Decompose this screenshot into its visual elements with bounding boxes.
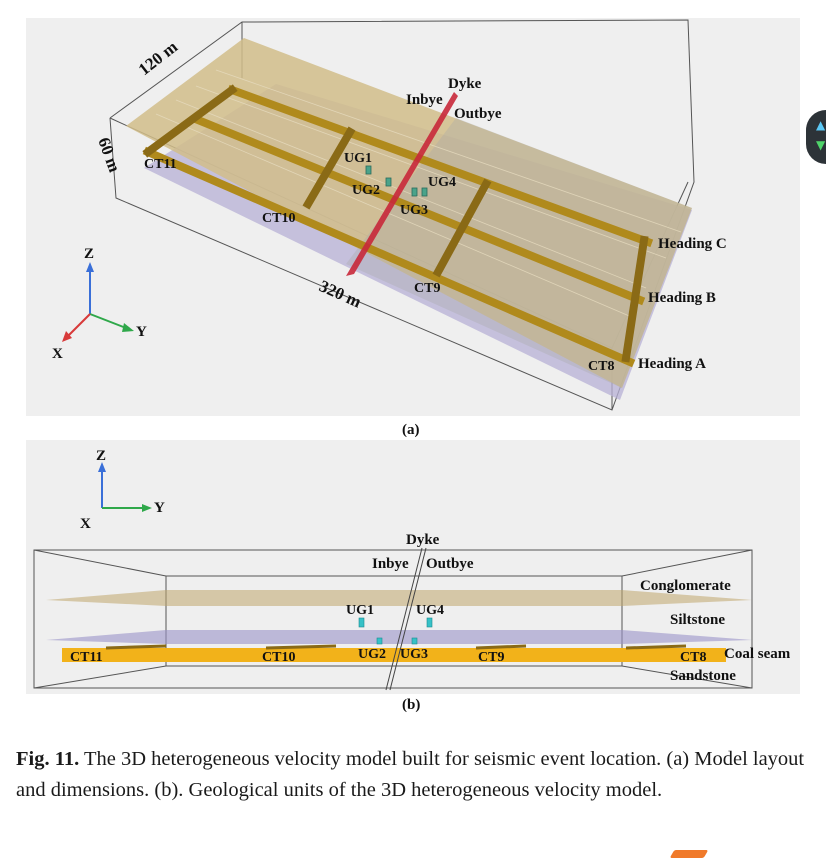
ct11-label-b: CT11 <box>70 650 103 665</box>
heading-a-label: Heading A <box>638 356 706 372</box>
ug1-label-b: UG1 <box>346 603 374 618</box>
axes-triad-a: Z Y X <box>52 246 147 362</box>
dim-width-label: 120 m <box>135 37 181 79</box>
dyke-label-b: Dyke <box>406 532 440 548</box>
sensor-ug2-b <box>376 637 383 645</box>
axes-triad-b: Z Y X <box>80 448 165 532</box>
sensor-ug1 <box>365 165 372 175</box>
ct10-label: CT10 <box>262 211 295 226</box>
ct9-label: CT9 <box>414 281 440 296</box>
scroll-down-icon[interactable]: ▼ <box>816 138 826 152</box>
figure-b-svg: Z Y X <box>33 448 791 691</box>
ct8-label: CT8 <box>588 359 614 374</box>
dyke-label: Dyke <box>448 76 482 92</box>
model-box-b <box>33 549 753 689</box>
figure-b-label: (b) <box>402 697 421 713</box>
heading-b-label: Heading B <box>648 290 716 306</box>
axis-x-label-b: X <box>80 516 91 532</box>
figure-number: Fig. 11. <box>16 748 80 770</box>
heading-c-label: Heading C <box>658 236 727 252</box>
ct8-label-b: CT8 <box>680 650 706 665</box>
heading-b-roadway <box>192 114 646 306</box>
dyke-plane <box>346 92 458 276</box>
sensor-ug3-b <box>411 637 418 645</box>
siltstone-label: Siltstone <box>670 612 725 628</box>
heading-c-roadway <box>226 84 654 248</box>
sensor-ug3 <box>411 187 418 197</box>
ct10-roadway <box>302 126 356 210</box>
roadway-headings <box>142 84 654 368</box>
sensor-ug2 <box>385 177 392 187</box>
inbye-label: Inbye <box>406 92 443 108</box>
ct8-roadway <box>621 235 649 363</box>
dim-height-label: 60 m <box>94 135 124 175</box>
inbye-label-b: Inbye <box>372 556 409 572</box>
dim-length-label: 320 m <box>316 276 364 311</box>
ug2-label-b: UG2 <box>358 647 386 662</box>
conglomerate-label: Conglomerate <box>640 578 731 594</box>
scroll-widget[interactable]: ▲ ▼ <box>806 110 826 164</box>
tan-layer <box>126 38 692 388</box>
axis-x-label: X <box>52 346 63 362</box>
ug3-label: UG3 <box>400 203 428 218</box>
ct11-label: CT11 <box>144 157 177 172</box>
sensor-ug4-b <box>426 617 433 628</box>
coal-seam-label: Coal seam <box>724 646 791 662</box>
outbye-label-b: Outbye <box>426 556 474 572</box>
sandstone-label: Sandstone <box>670 668 736 684</box>
scroll-up-icon[interactable]: ▲ <box>816 118 826 132</box>
axis-y-label-b: Y <box>154 500 165 516</box>
roadway-cut-throughs <box>142 84 649 363</box>
ct10-label-b: CT10 <box>262 650 295 665</box>
ug2-label: UG2 <box>352 183 380 198</box>
outbye-label: Outbye <box>454 106 502 122</box>
axis-z-label-b: Z <box>96 448 106 464</box>
sensors-a <box>365 165 428 197</box>
dyke-line-b <box>385 547 427 691</box>
ug4-label-b: UG4 <box>416 603 444 618</box>
ug1-label: UG1 <box>344 151 372 166</box>
ug3-label-b: UG3 <box>400 647 428 662</box>
tan-layer-grid <box>155 69 682 319</box>
ct9-roadway <box>432 178 492 278</box>
coal-roadways <box>105 644 687 650</box>
coal-seam <box>62 648 726 662</box>
ct11-roadway <box>142 84 238 158</box>
ug4-label: UG4 <box>428 175 456 190</box>
figure-a-label: (a) <box>402 422 420 438</box>
axis-y-label: Y <box>136 324 147 340</box>
corner-accent-shape <box>669 850 709 858</box>
caption-text: The 3D heterogeneous velocity model buil… <box>16 748 805 801</box>
figure-b-panel: Z Y X <box>26 440 800 694</box>
figure-a-svg: 120 m 60 m 320 m Dyke Inbye Outbye UG1 U… <box>52 19 727 411</box>
ct9-label-b: CT9 <box>478 650 504 665</box>
sensors-b <box>358 617 433 645</box>
sensor-ug1-b <box>358 617 365 628</box>
axis-z-label: Z <box>84 246 94 262</box>
figure-caption: Fig. 11. The 3D heterogeneous velocity m… <box>16 744 816 806</box>
heading-a-roadway <box>142 146 636 368</box>
figure-a-panel: 120 m 60 m 320 m Dyke Inbye Outbye UG1 U… <box>26 18 800 416</box>
conglomerate-layer <box>46 590 752 606</box>
sensor-ug4 <box>421 187 428 197</box>
